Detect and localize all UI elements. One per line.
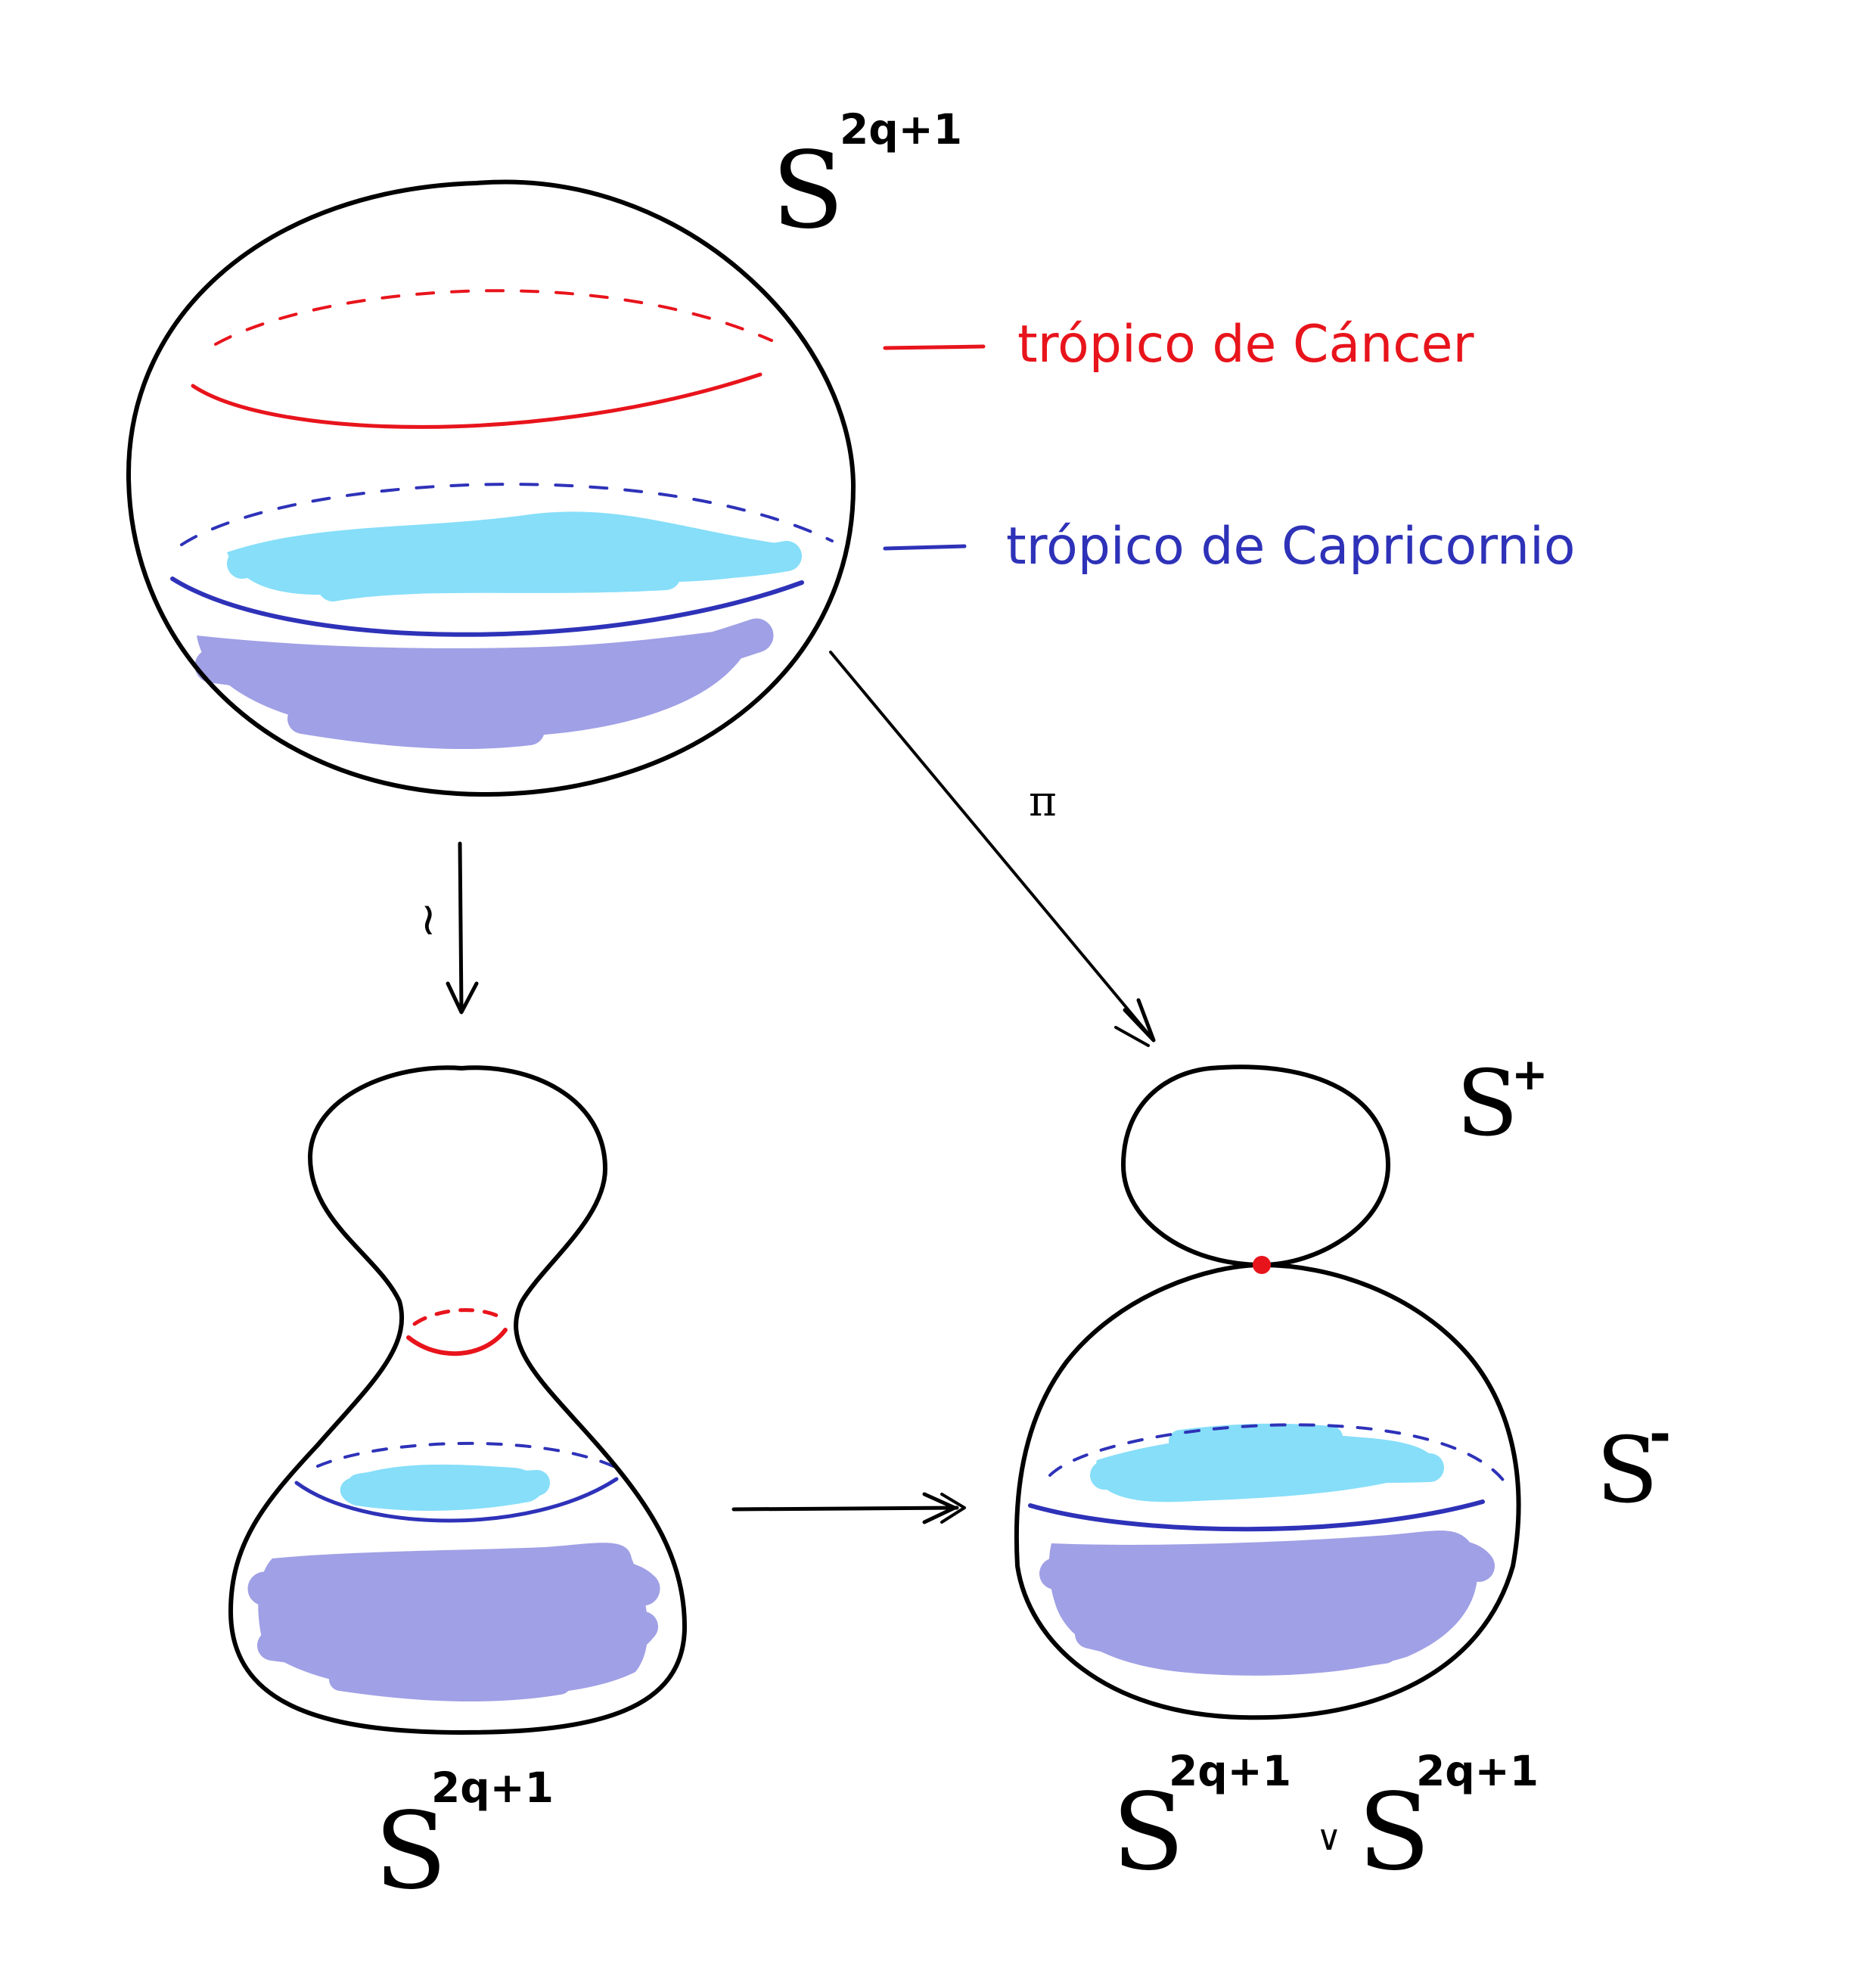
s-minus-label: S - — [1596, 1403, 1671, 1524]
pinched-capricornio-back-dashed — [316, 1441, 618, 1469]
pinched-capricornio-front — [294, 1477, 619, 1523]
top-sphere-outline — [126, 179, 856, 797]
wedge-light-patch — [1090, 1423, 1444, 1502]
quotient-arrow — [731, 1492, 966, 1524]
s-minus-label-base: S — [1596, 1419, 1658, 1524]
wedge-label-right-exp: 2q+1 — [1416, 1747, 1539, 1795]
homeo-arrow: ≀ — [420, 841, 479, 1015]
s-plus-outline — [1121, 1064, 1390, 1267]
top-capricornio-back-dashed — [180, 483, 834, 546]
legend-capricornio-label: trópico de Capricornio — [1006, 517, 1576, 576]
wedge-label-symbol: ∨ — [1316, 1817, 1342, 1858]
s-plus-label-base: S — [1456, 1052, 1518, 1157]
wedge-label-left-base: S — [1112, 1771, 1185, 1894]
top-sphere-label: S 2q+1 — [772, 105, 962, 253]
top-sphere-dark-band — [194, 618, 774, 749]
top-sphere-label-base: S — [772, 129, 844, 253]
wedge-dark-region — [1039, 1530, 1495, 1676]
wedge-label-left-exp: 2q+1 — [1169, 1747, 1291, 1795]
pi-arrow-label: π — [1029, 777, 1057, 826]
wedge-capricornio-front — [1028, 1499, 1485, 1532]
legend-cancer-swatch — [883, 344, 986, 350]
s-minus-label-exp: - — [1649, 1403, 1671, 1465]
wedge-label: S 2q+1 ∨ S 2q+1 — [1112, 1747, 1539, 1894]
s-minus-outline — [1014, 1263, 1521, 1720]
wedge-point — [1253, 1256, 1271, 1274]
pinched-sphere-label: S 2q+1 — [374, 1763, 554, 1913]
pinched-cancer-front — [406, 1328, 508, 1356]
top-cancer-front — [191, 372, 763, 429]
pi-arrow: π — [829, 651, 1156, 1047]
s-plus-label-exp: + — [1511, 1049, 1548, 1100]
pinched-light-patch — [340, 1464, 550, 1511]
wedge-label-right-base: S — [1358, 1771, 1430, 1894]
pinched-cancer-back-dashed — [412, 1308, 508, 1326]
pinched-sphere-label-base: S — [374, 1790, 447, 1913]
legend: trópico de Cáncer trópico de Capricornio — [883, 315, 1576, 576]
s-plus-label: S + — [1456, 1049, 1548, 1157]
legend-cancer-label: trópico de Cáncer — [1017, 315, 1474, 374]
top-capricornio-front — [170, 576, 804, 637]
top-sphere-label-exp: 2q+1 — [840, 105, 962, 154]
top-sphere-light-band — [227, 511, 802, 601]
top-sphere — [126, 179, 856, 797]
pinched-dark-region — [247, 1543, 660, 1702]
pinched-sphere-label-exp: 2q+1 — [431, 1763, 554, 1812]
top-cancer-back-dashed — [214, 289, 773, 346]
wedge-spheres — [1014, 1064, 1521, 1720]
pinched-sphere — [228, 1065, 687, 1735]
homeo-arrow-label: ≀ — [420, 893, 437, 946]
wedge-capricornio-back-dashed — [1048, 1423, 1507, 1484]
legend-capricornio-swatch — [883, 544, 967, 551]
pinched-sphere-outline — [228, 1065, 687, 1735]
